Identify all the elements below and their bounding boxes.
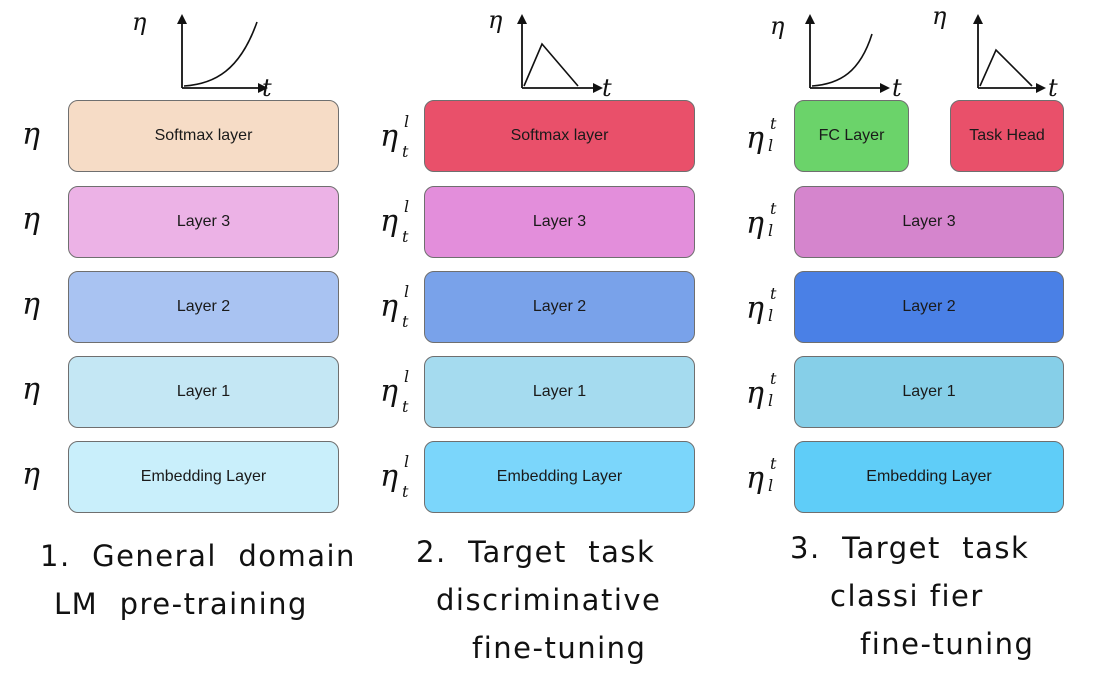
box-label: Embedding Layer: [866, 468, 992, 485]
caption-discriminative-fine-tuning: 2. Target task discriminative fine-tuning: [416, 528, 661, 672]
graph-x-label: t: [892, 74, 902, 102]
box-label: Softmax layer: [154, 127, 253, 144]
box-label: Layer 2: [902, 298, 956, 315]
layer2-box: Layer 2: [68, 271, 339, 343]
graph-y-label: η: [488, 6, 503, 34]
box-label: Layer 3: [902, 213, 956, 230]
layer1-box: Layer 1: [794, 356, 1064, 428]
y-axis-arrow: [177, 14, 187, 24]
y-axis-arrow: [805, 14, 815, 24]
caption-line: fine-tuning: [472, 631, 647, 665]
caption-line: classi fier: [830, 579, 984, 613]
caption-general-domain-pretraining: 1. General domain LM pre-training: [40, 532, 356, 628]
lr-schedule-graph-triangular-head: η t: [932, 2, 1058, 102]
box-label: Layer 1: [532, 383, 587, 400]
lr-label-softmax: η: [22, 117, 40, 152]
fc-layer-box: FC Layer: [794, 100, 909, 172]
layer3-box: Layer 3: [68, 186, 339, 258]
y-axis-arrow: [517, 14, 527, 24]
box-label: Layer 2: [532, 298, 587, 315]
graph-y-label: η: [932, 2, 947, 30]
x-axis-arrow: [593, 83, 603, 93]
box-label: Softmax layer: [510, 127, 609, 144]
graph-x-label: t: [1048, 74, 1058, 102]
lr-label-layer3: η: [22, 202, 40, 237]
layer1-box: Layer 1: [424, 356, 695, 428]
layer2-box: Layer 2: [424, 271, 695, 343]
caption-line: fine-tuning: [860, 627, 1035, 661]
embedding-layer-box: Embedding Layer: [424, 441, 695, 513]
lr-curve: [183, 21, 258, 87]
caption-classifier-fine-tuning: 3. Target task classi fier fine-tuning: [790, 524, 1034, 668]
layer3-box: Layer 3: [794, 186, 1064, 258]
box-label: Layer 3: [176, 213, 231, 230]
box-label: Layer 2: [176, 298, 231, 315]
task-head-box: Task Head: [950, 100, 1064, 172]
y-axis-arrow: [973, 14, 983, 24]
softmax-layer-box: Softmax layer: [68, 100, 339, 172]
lr-curve: [811, 33, 873, 87]
box-label: Embedding Layer: [140, 468, 267, 485]
lr-schedule-graph-triangular: η t: [488, 6, 612, 102]
box-label: Layer 3: [532, 213, 587, 230]
x-axis-arrow: [1036, 83, 1046, 93]
x-axis-arrow: [880, 83, 890, 93]
graph-x-label: t: [602, 74, 612, 102]
box-label: FC Layer: [818, 127, 885, 144]
caption-line: 1. General domain: [40, 539, 356, 573]
box-label: Layer 1: [176, 383, 231, 400]
lr-label-layer2: η: [22, 287, 40, 322]
layer3-box: Layer 3: [424, 186, 695, 258]
embedding-layer-box: Embedding Layer: [68, 441, 339, 513]
lr-schedule-graph-increasing-fc: η t: [770, 12, 902, 102]
lr-label-embedding: η: [22, 457, 40, 492]
caption-line: LM pre-training: [54, 587, 308, 621]
lr-curve: [523, 42, 579, 87]
lr-label-layer1: η: [22, 372, 40, 407]
graph-y-label: η: [770, 12, 785, 40]
box-label: Task Head: [969, 127, 1045, 144]
softmax-layer-box: Softmax layer: [424, 100, 695, 172]
graph-x-label: t: [262, 74, 272, 102]
x-axis-arrow: [258, 83, 268, 93]
box-label: Layer 1: [902, 383, 956, 400]
lr-curve: [979, 48, 1033, 87]
caption-line: 3. Target task: [790, 531, 1030, 565]
box-label: Embedding Layer: [496, 468, 623, 485]
caption-line: discriminative: [436, 583, 662, 617]
embedding-layer-box: Embedding Layer: [794, 441, 1064, 513]
layer1-box: Layer 1: [68, 356, 339, 428]
graph-y-label: η: [132, 8, 147, 36]
layer2-box: Layer 2: [794, 271, 1064, 343]
lr-schedule-graph-increasing: η t: [132, 8, 272, 102]
caption-line: 2. Target task: [416, 535, 656, 569]
